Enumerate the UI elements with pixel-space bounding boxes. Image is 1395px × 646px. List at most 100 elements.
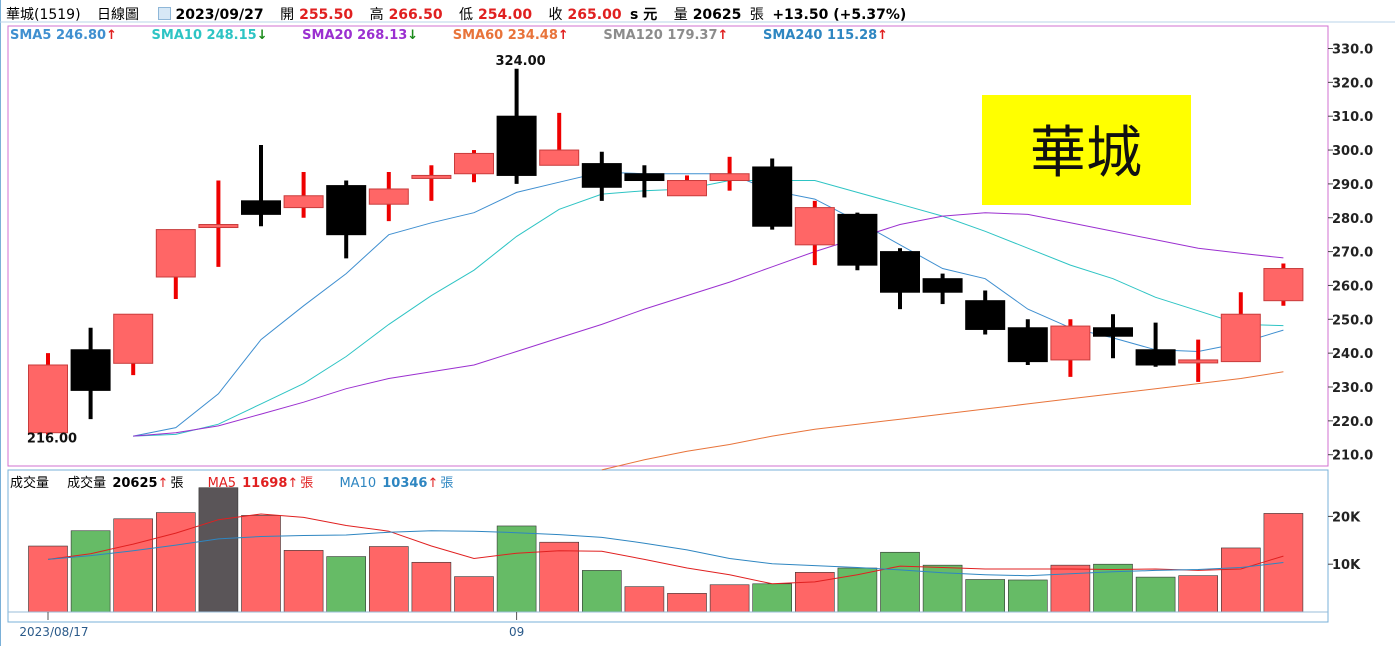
candle — [1007, 319, 1048, 365]
y-tick-label: 310.0 — [1332, 110, 1373, 125]
arrow-up-icon: ↑ — [157, 476, 169, 491]
volume-bar — [539, 541, 580, 613]
candle — [1220, 292, 1261, 363]
volume-bar — [965, 579, 1006, 613]
y-tick-label: 240.0 — [1332, 347, 1373, 362]
sma-legend: SMA5 246.80↑ SMA10 248.15↓ SMA20 268.13↓… — [10, 28, 918, 43]
volume-bar — [624, 586, 665, 613]
candle-body — [922, 278, 963, 293]
volume-ma-line-ma5 — [47, 513, 1284, 585]
candle — [667, 175, 707, 197]
candle — [1135, 322, 1176, 367]
volume-label: 量 — [673, 7, 688, 23]
candle — [198, 180, 239, 267]
sma-text: SMA60 234.48 — [452, 28, 558, 43]
candle-body — [667, 180, 707, 197]
candle — [411, 165, 452, 201]
volume-legend: 成交量 成交量 20625↑ 張 MA5 11698↑ 張 MA10 10346↑ 張 — [10, 472, 457, 491]
candle-body — [283, 195, 324, 209]
price-annotation: 216.00 — [27, 431, 77, 446]
volume-legend-unit: 張 — [170, 476, 184, 491]
sma-legend-item-sma10[interactable]: SMA10 248.15↓ — [152, 28, 268, 43]
volume-ma-line-ma10 — [47, 530, 1284, 577]
sma-legend-item-sma240[interactable]: SMA240 115.28↑ — [763, 28, 888, 43]
watermark-box — [982, 95, 1191, 205]
volume-bar — [326, 556, 367, 613]
volume-bar — [1135, 576, 1176, 613]
candle — [539, 112, 580, 166]
candle-body — [624, 173, 665, 182]
volume-bar — [496, 525, 537, 613]
sma-line-sma60 — [601, 371, 1284, 471]
stock-name: 華城(1519) — [6, 7, 81, 23]
candle — [1178, 339, 1219, 382]
candle-body — [496, 115, 537, 176]
price-unit: s 元 — [630, 7, 658, 23]
sma-line-sma10 — [133, 180, 1284, 437]
candle — [624, 165, 665, 198]
ma10-legend[interactable]: MA10 10346↑ 張 — [339, 476, 454, 491]
candle-body — [837, 213, 878, 266]
volume-bar — [880, 551, 920, 613]
arrow-up-icon: ↑ — [717, 28, 729, 43]
sma-legend-item-sma120[interactable]: SMA120 179.37↑ — [603, 28, 728, 43]
volume-panel-border — [7, 469, 1329, 623]
volume-value: 20625 — [692, 7, 742, 23]
candle-body — [454, 152, 494, 175]
watermark-text: 華城 — [1030, 121, 1142, 186]
y-tick-label: 320.0 — [1332, 76, 1373, 91]
candle-body — [581, 163, 622, 188]
y-tick-label: 270.0 — [1332, 246, 1373, 261]
price-annotation: 324.00 — [496, 54, 546, 69]
candle — [113, 313, 154, 376]
x-tick-label: 2023/08/17 — [19, 625, 88, 639]
volume-bar — [709, 584, 750, 613]
candle-body — [1007, 327, 1048, 363]
candle-body — [326, 185, 367, 236]
candle — [496, 68, 537, 184]
volume-bar — [156, 512, 196, 613]
candle — [70, 327, 111, 420]
candle — [581, 151, 622, 201]
high-value: 266.50 — [388, 7, 443, 23]
sma-legend-item-sma60[interactable]: SMA60 234.48↑ — [453, 28, 569, 43]
sma-text: SMA5 246.80 — [10, 28, 107, 43]
volume-bar — [454, 576, 494, 613]
period-label[interactable]: 日線圖 — [97, 7, 140, 23]
low-label: 低 — [459, 7, 474, 23]
candle-body — [70, 349, 111, 391]
arrow-up-icon: ↑ — [557, 28, 569, 43]
price-panel-border — [7, 25, 1329, 467]
candle — [155, 229, 196, 299]
arrow-up-icon: ↑ — [106, 28, 118, 43]
y-tick-label: 290.0 — [1332, 178, 1373, 193]
candle — [1050, 319, 1091, 377]
candle — [794, 200, 835, 266]
candle — [283, 172, 324, 218]
candle — [241, 144, 281, 227]
x-tick-label: 09 — [509, 625, 524, 639]
candle — [752, 158, 793, 230]
sma-legend-item-sma20[interactable]: SMA20 268.13↓ — [302, 28, 418, 43]
volume-legend-value: 20625 — [112, 476, 158, 491]
volume-bar — [581, 570, 622, 613]
sma-text: SMA120 179.37 — [603, 28, 718, 43]
candle-body — [1135, 349, 1176, 366]
open-label: 開 — [280, 7, 295, 23]
sma-legend-item-sma5[interactable]: SMA5 246.80↑ — [10, 28, 117, 43]
candle — [837, 212, 878, 271]
change-value: +13.50 (+5.37%) — [772, 7, 907, 23]
candle — [1093, 314, 1133, 359]
sma-text: SMA20 268.13 — [302, 28, 408, 43]
vol-tick-label: 20K — [1332, 510, 1361, 525]
volume-legend-label: 成交量 — [67, 476, 107, 491]
ma5-legend[interactable]: MA5 11698↑ 張 — [207, 476, 314, 491]
high-label: 高 — [369, 7, 384, 23]
close-value: 265.00 — [567, 7, 622, 23]
candle — [454, 150, 494, 183]
y-tick-label: 210.0 — [1332, 449, 1373, 464]
candle-body — [1220, 313, 1261, 363]
checkbox-icon[interactable] — [158, 7, 172, 20]
